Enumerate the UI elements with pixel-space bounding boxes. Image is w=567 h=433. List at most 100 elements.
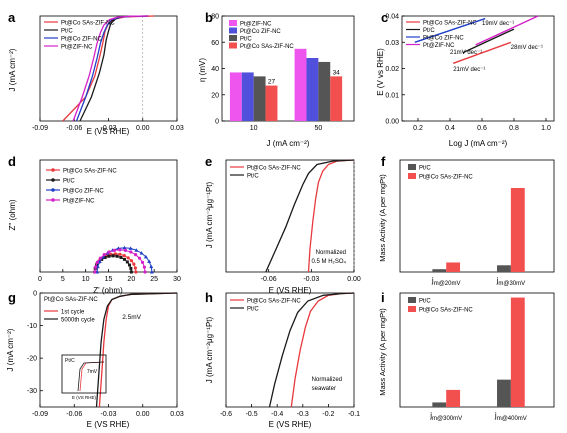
inset-label: Pt/C xyxy=(65,358,75,364)
data-point xyxy=(112,248,116,252)
inset-line xyxy=(77,361,105,392)
y-tick-label: 0.02 xyxy=(385,66,399,73)
x-tick-label: -0.03 xyxy=(101,125,117,132)
series-line xyxy=(265,159,355,273)
slope-annotation: 21mV dec⁻¹ xyxy=(450,50,482,56)
panel-letter: c xyxy=(381,10,388,25)
x-tick-label: -0.5 xyxy=(246,411,258,418)
x-axis-label: J (mA cm⁻²) xyxy=(267,139,310,148)
data-point xyxy=(143,270,147,274)
bar xyxy=(241,72,254,121)
data-point xyxy=(132,262,136,266)
data-point xyxy=(129,270,133,274)
bar xyxy=(294,48,307,121)
x-tick-label: 1.0 xyxy=(541,125,551,132)
series-line xyxy=(79,15,149,122)
x-tick-label: 15 xyxy=(105,276,113,283)
data-point xyxy=(149,264,154,269)
x-axis-label: Z' (ohm) xyxy=(93,286,123,295)
x-axis-label: E (VS RHE) xyxy=(87,127,130,136)
y-tick-label: 0.00 xyxy=(385,119,399,126)
data-point xyxy=(129,259,134,263)
data-point xyxy=(133,266,137,270)
data-point xyxy=(119,255,123,259)
legend-swatch xyxy=(229,42,237,49)
x-tick-label: -0.03 xyxy=(101,411,117,418)
legend-swatch xyxy=(229,35,237,41)
x-tick-label: 10 xyxy=(82,276,90,283)
plot-frame xyxy=(225,292,355,408)
legend-label: Pt@Co SAs-ZIF-NC xyxy=(423,20,477,26)
data-point xyxy=(93,270,97,274)
x-tick-label: 20 xyxy=(127,276,135,283)
data-point xyxy=(129,266,133,270)
x-tick-label: 0.8 xyxy=(509,125,519,132)
legend-swatch xyxy=(408,297,416,303)
bar xyxy=(265,85,278,121)
x-tick-label: -0.2 xyxy=(322,411,334,418)
legend-swatch xyxy=(408,306,416,312)
inset-annotation: 7mV xyxy=(87,369,98,375)
legend-label: Pt@ZIF-NC xyxy=(61,44,93,50)
legend-marker xyxy=(51,188,55,192)
legend-marker xyxy=(51,178,55,182)
y-tick-label: 20 xyxy=(211,92,219,99)
x-tick-label: 0.03 xyxy=(170,125,184,132)
x-tick-label: 0.00 xyxy=(347,276,361,283)
tafel-line xyxy=(462,28,515,54)
inset-x-label: E (VS RHE) xyxy=(72,395,97,400)
data-point xyxy=(103,255,107,259)
data-point xyxy=(122,254,126,258)
panel-letter: a xyxy=(8,10,16,25)
legend-label: Pt/C xyxy=(419,299,431,305)
y-axis-label: η (mV) xyxy=(198,58,207,82)
y-tick-label: 0.04 xyxy=(385,14,399,21)
x-tick-label: -0.06 xyxy=(261,276,277,283)
bar xyxy=(446,262,461,272)
bar-annotation: 34 xyxy=(333,69,341,76)
plot-frame xyxy=(399,292,555,408)
bar xyxy=(497,265,511,272)
x-tick-label: 0.6 xyxy=(477,125,487,132)
legend-marker xyxy=(51,198,55,202)
x-tick-label: jm@400mV xyxy=(494,411,527,422)
x-tick-label: -0.6 xyxy=(220,411,232,418)
panel-c: c 0.2 0.4 0.6 0.8 1.0 0.00 0.01 0.02 0.03 0.04 19mV… xyxy=(376,10,555,148)
legend-label: Pt@Co SAs-ZIF-NC xyxy=(419,175,473,181)
x-tick-label: 5 xyxy=(61,276,65,283)
tafel-line xyxy=(452,41,512,64)
series-line xyxy=(95,292,178,408)
panel-a: a -0.09 -0.06 -0.03 0.00 0.03 Pt@Co SAs-ZIF-NC… xyxy=(8,10,184,136)
y-axis-label: J (mA cm⁻²μg⁻¹Pt) xyxy=(205,316,214,383)
legend-label: Pt@Co ZIF-NC xyxy=(61,36,102,42)
data-point xyxy=(139,251,144,255)
x-tick-label: 50 xyxy=(314,125,322,132)
data-point xyxy=(137,256,142,260)
x-tick-label: 10 xyxy=(250,125,258,132)
legend-label: Pt@ZIF-NC xyxy=(63,198,95,204)
legend-label: Pt@ZIF-NC xyxy=(423,43,455,49)
bar-annotation: 27 xyxy=(268,79,276,86)
panel-letter: e xyxy=(205,154,212,169)
panel-letter: i xyxy=(381,290,385,305)
slope-annotation: 28mV dec⁻¹ xyxy=(511,45,543,51)
data-point xyxy=(134,270,138,274)
x-axis-label: E (VS RHE) xyxy=(269,420,312,429)
y-tick-label: 0.01 xyxy=(385,92,399,99)
bar xyxy=(432,402,447,407)
legend-label: 5000th cycle xyxy=(61,317,95,323)
series-line xyxy=(72,15,149,122)
bar xyxy=(318,61,331,121)
panel-h: h -0.6 -0.5 -0.4 -0.3 -0.2 -0.1 Pt@Co SAs-ZIF-N… xyxy=(205,290,360,429)
tafel-line xyxy=(475,15,539,46)
x-tick-label: 0 xyxy=(38,276,42,283)
y-tick-label: 0 xyxy=(215,119,219,126)
legend-label: Pt@Co SAs-ZIF-NC xyxy=(247,165,301,171)
legend-label: Pt@Co SAs-ZIF-NC xyxy=(240,44,294,50)
x-tick-label: -0.3 xyxy=(297,411,309,418)
legend-swatch xyxy=(229,27,237,34)
x-tick-label: -0.03 xyxy=(303,276,319,283)
y-tick-label: -30 xyxy=(27,388,37,395)
tafel-line xyxy=(414,17,486,43)
